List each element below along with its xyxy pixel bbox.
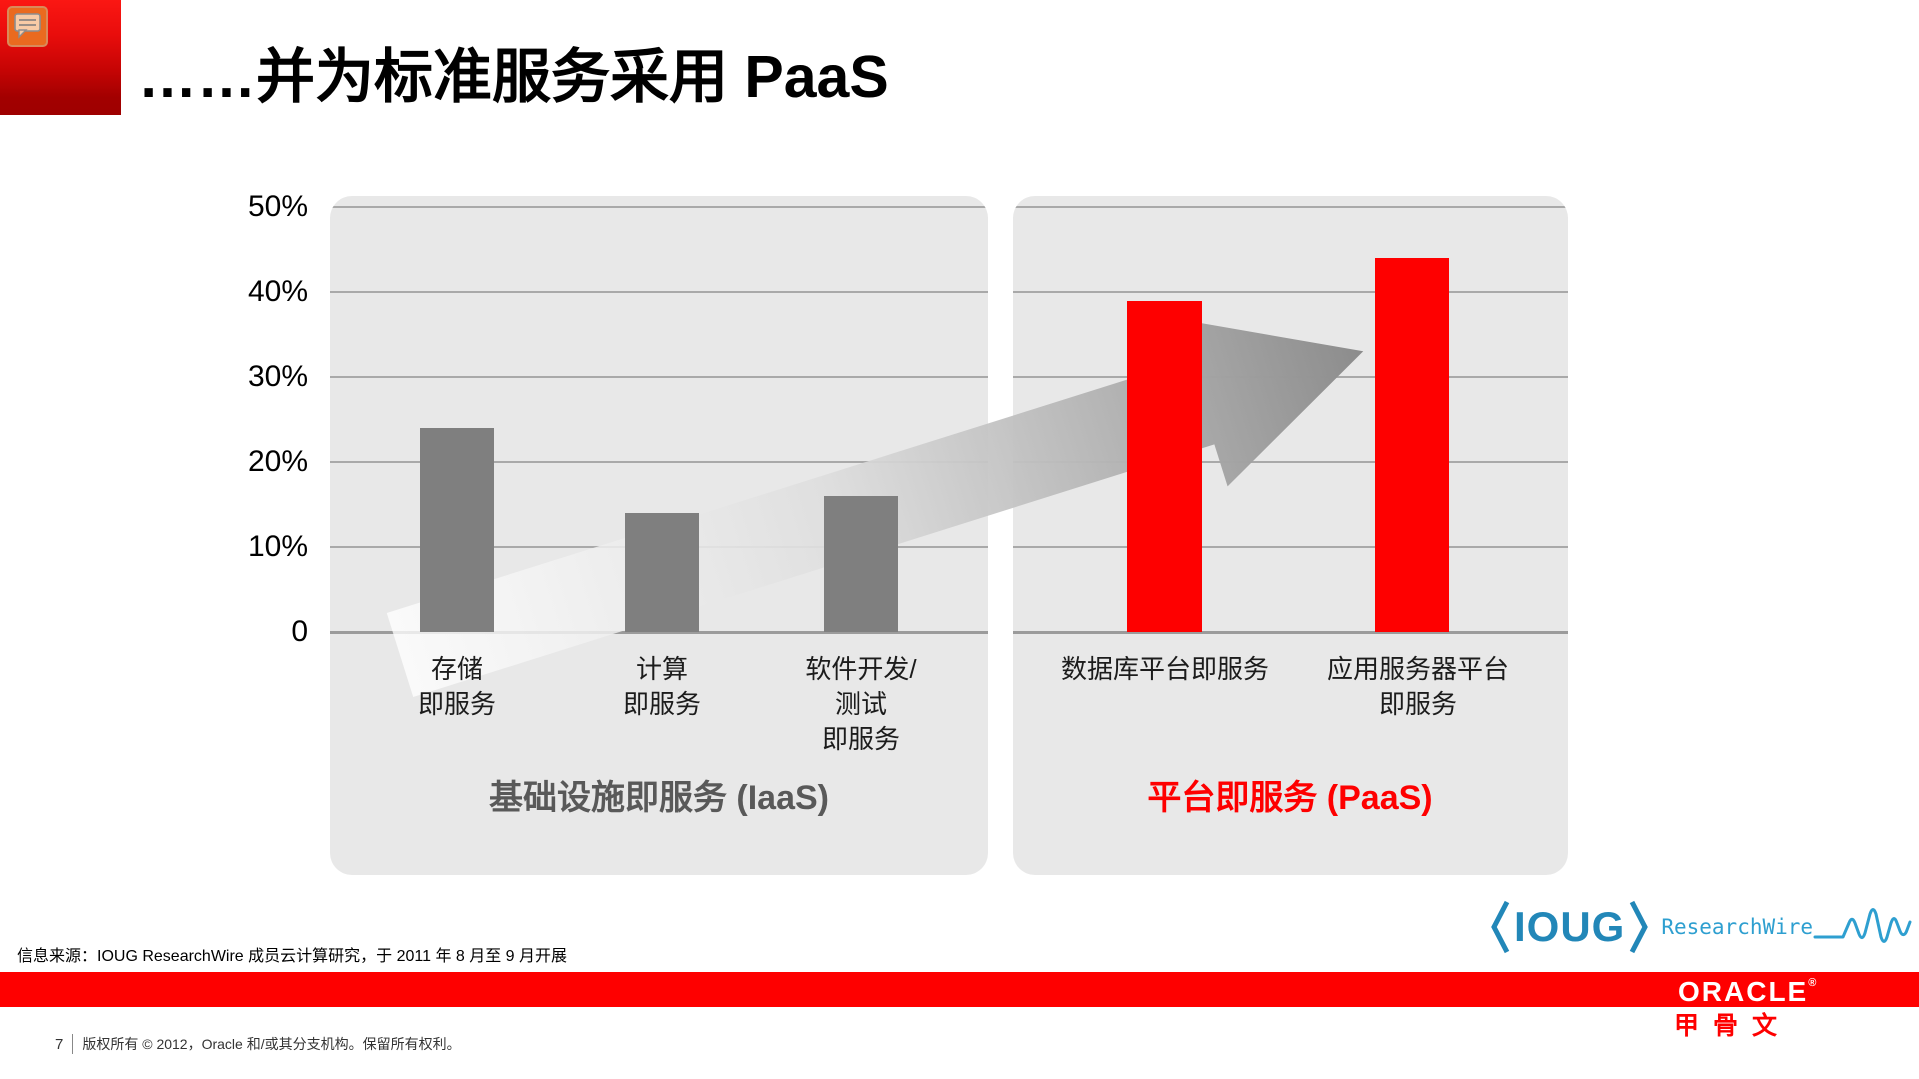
category-label-database-paas: 数据库平台即服务 bbox=[1060, 654, 1269, 684]
bar-compute-as-a-service bbox=[625, 513, 699, 632]
oracle-chinese-logo: 甲骨文 bbox=[1674, 1012, 1792, 1040]
corner-red-block bbox=[0, 0, 121, 115]
iaas-caption: 基础设施即服务 (IaaS) bbox=[488, 779, 830, 817]
footer-red-bar bbox=[0, 972, 1919, 1007]
oracle-wordmark-text: ORACLE bbox=[1678, 976, 1809, 1007]
copyright-text: 版权所有 © 2012，Oracle 和/或其分支机构。保留所有权利。 bbox=[82, 1036, 461, 1052]
gridline-50 bbox=[1013, 206, 1568, 208]
ytick-0: 0 bbox=[291, 615, 308, 648]
bar-storage-as-a-service bbox=[420, 428, 494, 632]
ytick-20: 20% bbox=[247, 445, 308, 478]
speech-bubble-icon bbox=[14, 13, 41, 39]
bar-devtest-as-a-service bbox=[824, 496, 898, 632]
waveform-icon bbox=[1813, 908, 1912, 943]
ytick-40: 40% bbox=[247, 275, 308, 308]
source-note: 信息来源：IOUG ResearchWire 成员云计算研究，于 2011 年 … bbox=[17, 948, 568, 965]
researchwire-wordmark: ResearchWire bbox=[1661, 915, 1814, 939]
slide-title: ……并为标准服务采用 PaaS bbox=[138, 44, 889, 110]
paas-caption: 平台即服务 (PaaS) bbox=[1147, 779, 1433, 817]
gridline-10 bbox=[1013, 546, 1568, 548]
ioug-wordmark: IOUG bbox=[1514, 903, 1626, 950]
category-label-devtest: 软件开发/ 测试 即服务 bbox=[805, 654, 917, 754]
page-number: 7 bbox=[55, 1035, 64, 1053]
bar-appserver-paas bbox=[1375, 258, 1449, 632]
gridline-0 bbox=[1013, 631, 1568, 634]
gridline-40 bbox=[330, 291, 988, 293]
comment-icon[interactable] bbox=[7, 6, 48, 47]
category-label-appserver-paas: 应用服务器平台 即服务 bbox=[1326, 654, 1509, 719]
ioug-researchwire-logo: IOUG ResearchWire bbox=[1490, 896, 1913, 958]
category-label-storage: 存储 即服务 bbox=[417, 654, 496, 719]
ytick-10: 10% bbox=[247, 530, 308, 563]
page-footer: 7 版权所有 © 2012，Oracle 和/或其分支机构。保留所有权利。 bbox=[55, 1034, 461, 1054]
gridline-30 bbox=[330, 376, 988, 378]
ytick-50: 50% bbox=[247, 190, 308, 223]
category-label-compute: 计算 即服务 bbox=[622, 654, 701, 719]
gridline-40 bbox=[1013, 291, 1568, 293]
gridline-20 bbox=[1013, 461, 1568, 463]
angle-bracket-open-icon bbox=[1491, 900, 1510, 954]
angle-bracket-close-icon bbox=[1630, 900, 1649, 954]
oracle-logo: ORACLE® bbox=[1678, 976, 1818, 1008]
gridline-50 bbox=[330, 206, 988, 208]
bar-database-paas bbox=[1127, 300, 1202, 632]
footer-divider bbox=[72, 1034, 74, 1054]
ytick-30: 30% bbox=[247, 360, 308, 393]
gridline-30 bbox=[1013, 376, 1568, 378]
registered-mark: ® bbox=[1808, 977, 1819, 989]
